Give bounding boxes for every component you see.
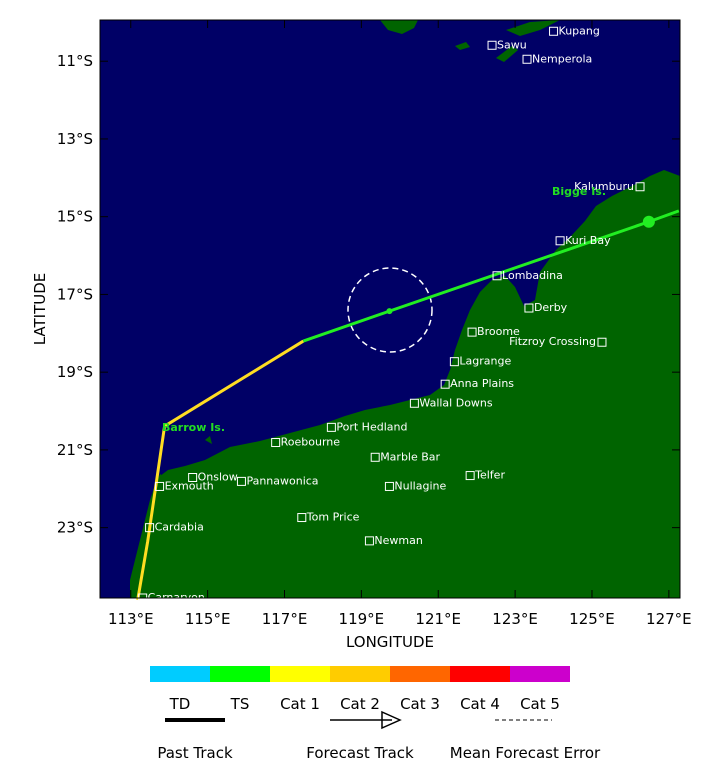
place-marker: [155, 481, 165, 491]
place-label: Nemperola: [532, 52, 592, 65]
legend-item: Forecast Track: [306, 744, 414, 760]
place-marker: [597, 337, 607, 347]
x-tick-label: 121°E: [415, 610, 461, 628]
scale-label: Cat 4: [460, 695, 500, 713]
place-label: Pannawonica: [246, 474, 318, 487]
forecast-arrow: [381, 710, 402, 730]
scale-label: TD: [169, 695, 191, 713]
place-marker: [635, 182, 645, 192]
place-label: Fitzroy Crossing: [509, 335, 596, 348]
forecast-error-circle: [347, 267, 433, 353]
scale-label: TS: [230, 695, 250, 713]
scale-swatch: [270, 666, 330, 682]
place-marker: [364, 536, 374, 546]
place-marker: [555, 236, 565, 246]
y-tick-label: 17°S: [57, 285, 93, 303]
place-label: Roebourne: [281, 436, 341, 449]
place-marker: [492, 271, 502, 281]
place-marker: [271, 438, 281, 448]
x-tick-label: 113°E: [108, 610, 154, 628]
track: [302, 209, 680, 343]
land: [130, 20, 680, 598]
place-label: Derby: [534, 301, 568, 314]
legend-item: Past Track: [157, 744, 233, 760]
place-label: Marble Bar: [380, 450, 440, 463]
place-marker: [449, 357, 459, 367]
place-label: Newman: [374, 534, 422, 547]
island-label: Bigge Is.: [552, 185, 606, 198]
place-label: Kuri Bay: [565, 234, 611, 247]
place-label: Telfer: [474, 469, 505, 482]
place-label: Lagrange: [459, 355, 511, 368]
scale-label: Cat 1: [280, 695, 320, 713]
position: [386, 308, 393, 315]
x-tick-label: 125°E: [569, 610, 615, 628]
track: [136, 339, 305, 601]
place-label: Broome: [477, 325, 520, 338]
island-label: Barrow Is.: [162, 421, 225, 434]
scale-label: Cat 2: [340, 695, 380, 713]
place-label: Cardabia: [155, 521, 204, 534]
x-tick-label: 127°E: [646, 610, 692, 628]
place-marker: [487, 40, 497, 50]
place-label: Kalumburu: [574, 180, 634, 193]
place-marker: [409, 398, 419, 408]
place-label: Sawu: [497, 38, 527, 51]
y-tick-label: 13°S: [57, 130, 93, 148]
x-axis-label: LONGITUDE: [346, 633, 434, 651]
place-label: Anna Plains: [450, 377, 514, 390]
place-label: Exmouth: [165, 479, 214, 492]
x-tick-label: 119°E: [339, 610, 385, 628]
place-marker: [236, 476, 246, 486]
position: [642, 215, 655, 228]
place-marker: [384, 481, 394, 491]
place-label: Tom Price: [306, 511, 360, 524]
place-label: Nullagine: [394, 479, 446, 492]
map-frame: [99, 19, 681, 599]
legend-item: Mean Forecast Error: [450, 744, 601, 760]
scale-swatch: [150, 666, 210, 682]
place-marker: [188, 473, 198, 483]
y-axis-label: LATITUDE: [31, 273, 49, 346]
y-tick-label: 21°S: [57, 441, 93, 459]
y-tick-label: 11°S: [57, 52, 93, 70]
place-label: Lombadina: [502, 269, 563, 282]
place-marker: [326, 422, 336, 432]
y-tick-label: 23°S: [57, 519, 93, 537]
place-marker: [549, 26, 559, 36]
place-marker: [440, 379, 450, 389]
scale-label: Cat 3: [400, 695, 440, 713]
scale-label: Cat 5: [520, 695, 560, 713]
scale-swatch: [450, 666, 510, 682]
place-marker: [465, 471, 475, 481]
scale-swatch: [210, 666, 270, 682]
scale-swatch: [330, 666, 390, 682]
place-label: Wallal Downs: [419, 396, 492, 409]
place-marker: [297, 513, 307, 523]
scale-swatch: [510, 666, 570, 682]
place-marker: [370, 452, 380, 462]
place-marker: [467, 327, 477, 337]
y-tick-label: 15°S: [57, 208, 93, 226]
place-marker: [522, 54, 532, 64]
place-marker: [524, 303, 534, 313]
x-tick-label: 115°E: [185, 610, 231, 628]
scale-swatch: [390, 666, 450, 682]
place-label: Port Hedland: [336, 420, 407, 433]
y-tick-label: 19°S: [57, 363, 93, 381]
place-marker: [145, 523, 155, 533]
x-tick-label: 123°E: [492, 610, 538, 628]
place-label: Kupang: [559, 24, 600, 37]
place-label: Onslow: [198, 471, 238, 484]
x-tick-label: 117°E: [262, 610, 308, 628]
